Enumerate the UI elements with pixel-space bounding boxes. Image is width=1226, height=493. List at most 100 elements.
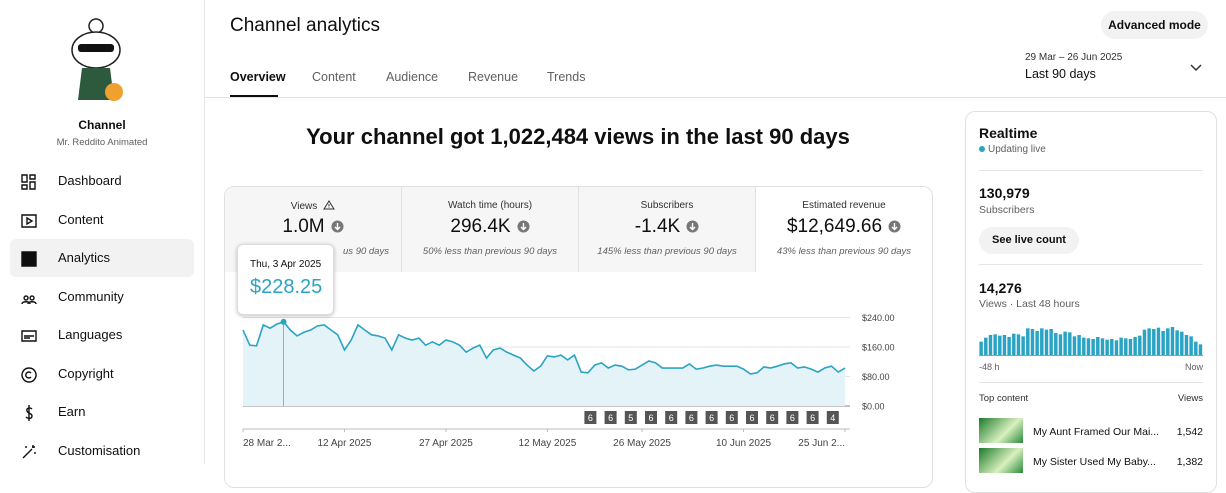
bar — [1026, 328, 1030, 355]
nav-icon — [21, 251, 37, 267]
divider — [205, 97, 1226, 98]
nav-item[interactable]: Analytics — [10, 239, 194, 277]
nav-item[interactable]: Community — [10, 278, 194, 316]
divider — [979, 264, 1203, 265]
x-tick-label: 27 Apr 2025 — [419, 438, 473, 449]
channel-title: Channel — [78, 118, 126, 132]
bar — [1040, 328, 1044, 355]
metric-label: Estimated revenue — [802, 200, 886, 211]
icon-shape — [22, 444, 36, 458]
bar — [1044, 329, 1049, 355]
thumbnail[interactable] — [979, 418, 1023, 443]
nav-label: Community — [58, 288, 124, 304]
views-count: 14,276 — [979, 280, 1022, 296]
metric-cell[interactable]: Watch time (hours) 296.4K 50% less than pr… — [402, 187, 579, 272]
live-dot — [979, 146, 985, 152]
metric-cell[interactable]: Estimated revenue $12,649.66 43% less than… — [756, 187, 932, 272]
upload-marker-label: 6 — [749, 413, 754, 423]
upload-marker — [665, 411, 678, 424]
icon-shape — [25, 405, 33, 421]
date-range[interactable]: 29 Mar – 26 Jun 2025 — [1025, 52, 1123, 63]
nav-icon — [22, 444, 36, 458]
content-title[interactable]: My Aunt Framed Our Mai... — [1033, 426, 1160, 438]
upload-marker-label: 5 — [628, 413, 633, 423]
bar — [1096, 337, 1100, 355]
nav-item[interactable]: Earn — [10, 393, 194, 431]
down-icon — [686, 220, 699, 233]
y-tick-label: $240.00 — [862, 313, 895, 323]
metric-card: Views 1.0M us 90 days Watch time (hours) 296… — [224, 186, 933, 488]
bar — [1166, 328, 1170, 355]
bar — [1030, 329, 1035, 355]
icon-shape — [21, 366, 37, 383]
metric-cell[interactable]: Subscribers -1.4K 145% less than previous … — [579, 187, 756, 272]
upload-marker-label: 6 — [588, 413, 593, 423]
bar — [1189, 336, 1193, 355]
nav-item[interactable]: Languages — [10, 316, 194, 354]
bar — [1138, 335, 1142, 355]
nav-icon — [21, 330, 37, 342]
bar — [1128, 339, 1133, 355]
revenue-chart: $0.00 $80.00 $160.00 $240.00 6 6 5 6 6 6 6 6 6 6 6 6 4 28… — [242, 313, 895, 449]
nav-label: Analytics — [58, 250, 111, 265]
upload-marker — [705, 411, 718, 424]
metric-comparison: 50% less than previous 90 days — [422, 246, 558, 257]
channel-name: Mr. Reddito Animated — [56, 137, 148, 148]
tab[interactable]: Trends — [547, 70, 586, 84]
x-tick-label: 12 Apr 2025 — [317, 438, 371, 449]
bar — [1105, 339, 1109, 355]
icon-shape — [21, 294, 37, 304]
top-content-label: Top content — [979, 393, 1029, 404]
tab[interactable]: Overview — [230, 70, 286, 84]
bar-start-label: -48 h — [979, 362, 1000, 372]
metric-comparison: us 90 days — [343, 246, 389, 257]
y-tick-label: $80.00 — [862, 372, 890, 382]
tab[interactable]: Content — [312, 70, 356, 84]
nav-label: Earn — [58, 404, 86, 419]
upload-marker — [766, 411, 779, 424]
icon-shape — [689, 223, 696, 231]
bar — [1156, 327, 1161, 355]
nav-item[interactable]: Copyright — [10, 355, 194, 393]
dropdown-chevron[interactable] — [1189, 63, 1203, 73]
nav-item[interactable]: Customisation — [10, 432, 194, 470]
x-tick-label: 10 Jun 2025 — [716, 438, 771, 449]
icon-shape — [323, 200, 336, 210]
tooltip: Thu, 3 Apr 2025 $228.25 — [237, 244, 334, 315]
sidebar: Channel Mr. Reddito Animated Dashboard Co… — [0, 0, 205, 464]
bar — [1068, 332, 1072, 355]
down-icon — [331, 220, 344, 233]
bar — [1007, 337, 1011, 355]
upload-marker — [685, 411, 698, 424]
bar — [988, 335, 993, 355]
nav-label: Dashboard — [58, 173, 122, 188]
bar — [1058, 334, 1063, 355]
nav-icon — [21, 294, 37, 304]
bar — [984, 337, 988, 355]
bar — [1124, 338, 1128, 355]
nav-item[interactable]: Content — [10, 201, 194, 239]
x-tick-label: 12 May 2025 — [518, 438, 576, 449]
live-count-button[interactable]: See live count — [979, 227, 1079, 254]
nav-icon — [21, 366, 37, 383]
upload-marker — [746, 411, 758, 424]
bar — [1054, 333, 1058, 355]
bar — [1082, 337, 1086, 355]
upload-marker-label: 4 — [830, 413, 835, 423]
bar — [1035, 331, 1039, 355]
nav-item[interactable]: Dashboard — [10, 162, 194, 200]
bar — [1086, 338, 1091, 355]
upload-marker — [604, 411, 617, 424]
bar — [998, 335, 1002, 355]
tooltip-value: $228.25 — [250, 276, 323, 298]
tab[interactable]: Audience — [386, 70, 439, 84]
period[interactable]: Last 90 days — [1025, 67, 1096, 81]
nav-label: Copyright — [58, 365, 114, 381]
upload-marker-label: 6 — [729, 413, 734, 423]
advanced-mode-button[interactable]: Advanced mode — [1101, 11, 1208, 39]
tab[interactable]: Revenue — [468, 70, 519, 84]
metric-value-text: 296.4K — [450, 216, 511, 237]
nav-label: Customisation — [58, 442, 141, 458]
headline: Your channel got 1,022,484 views in the … — [306, 124, 850, 149]
upload-marker-label: 6 — [770, 413, 775, 423]
